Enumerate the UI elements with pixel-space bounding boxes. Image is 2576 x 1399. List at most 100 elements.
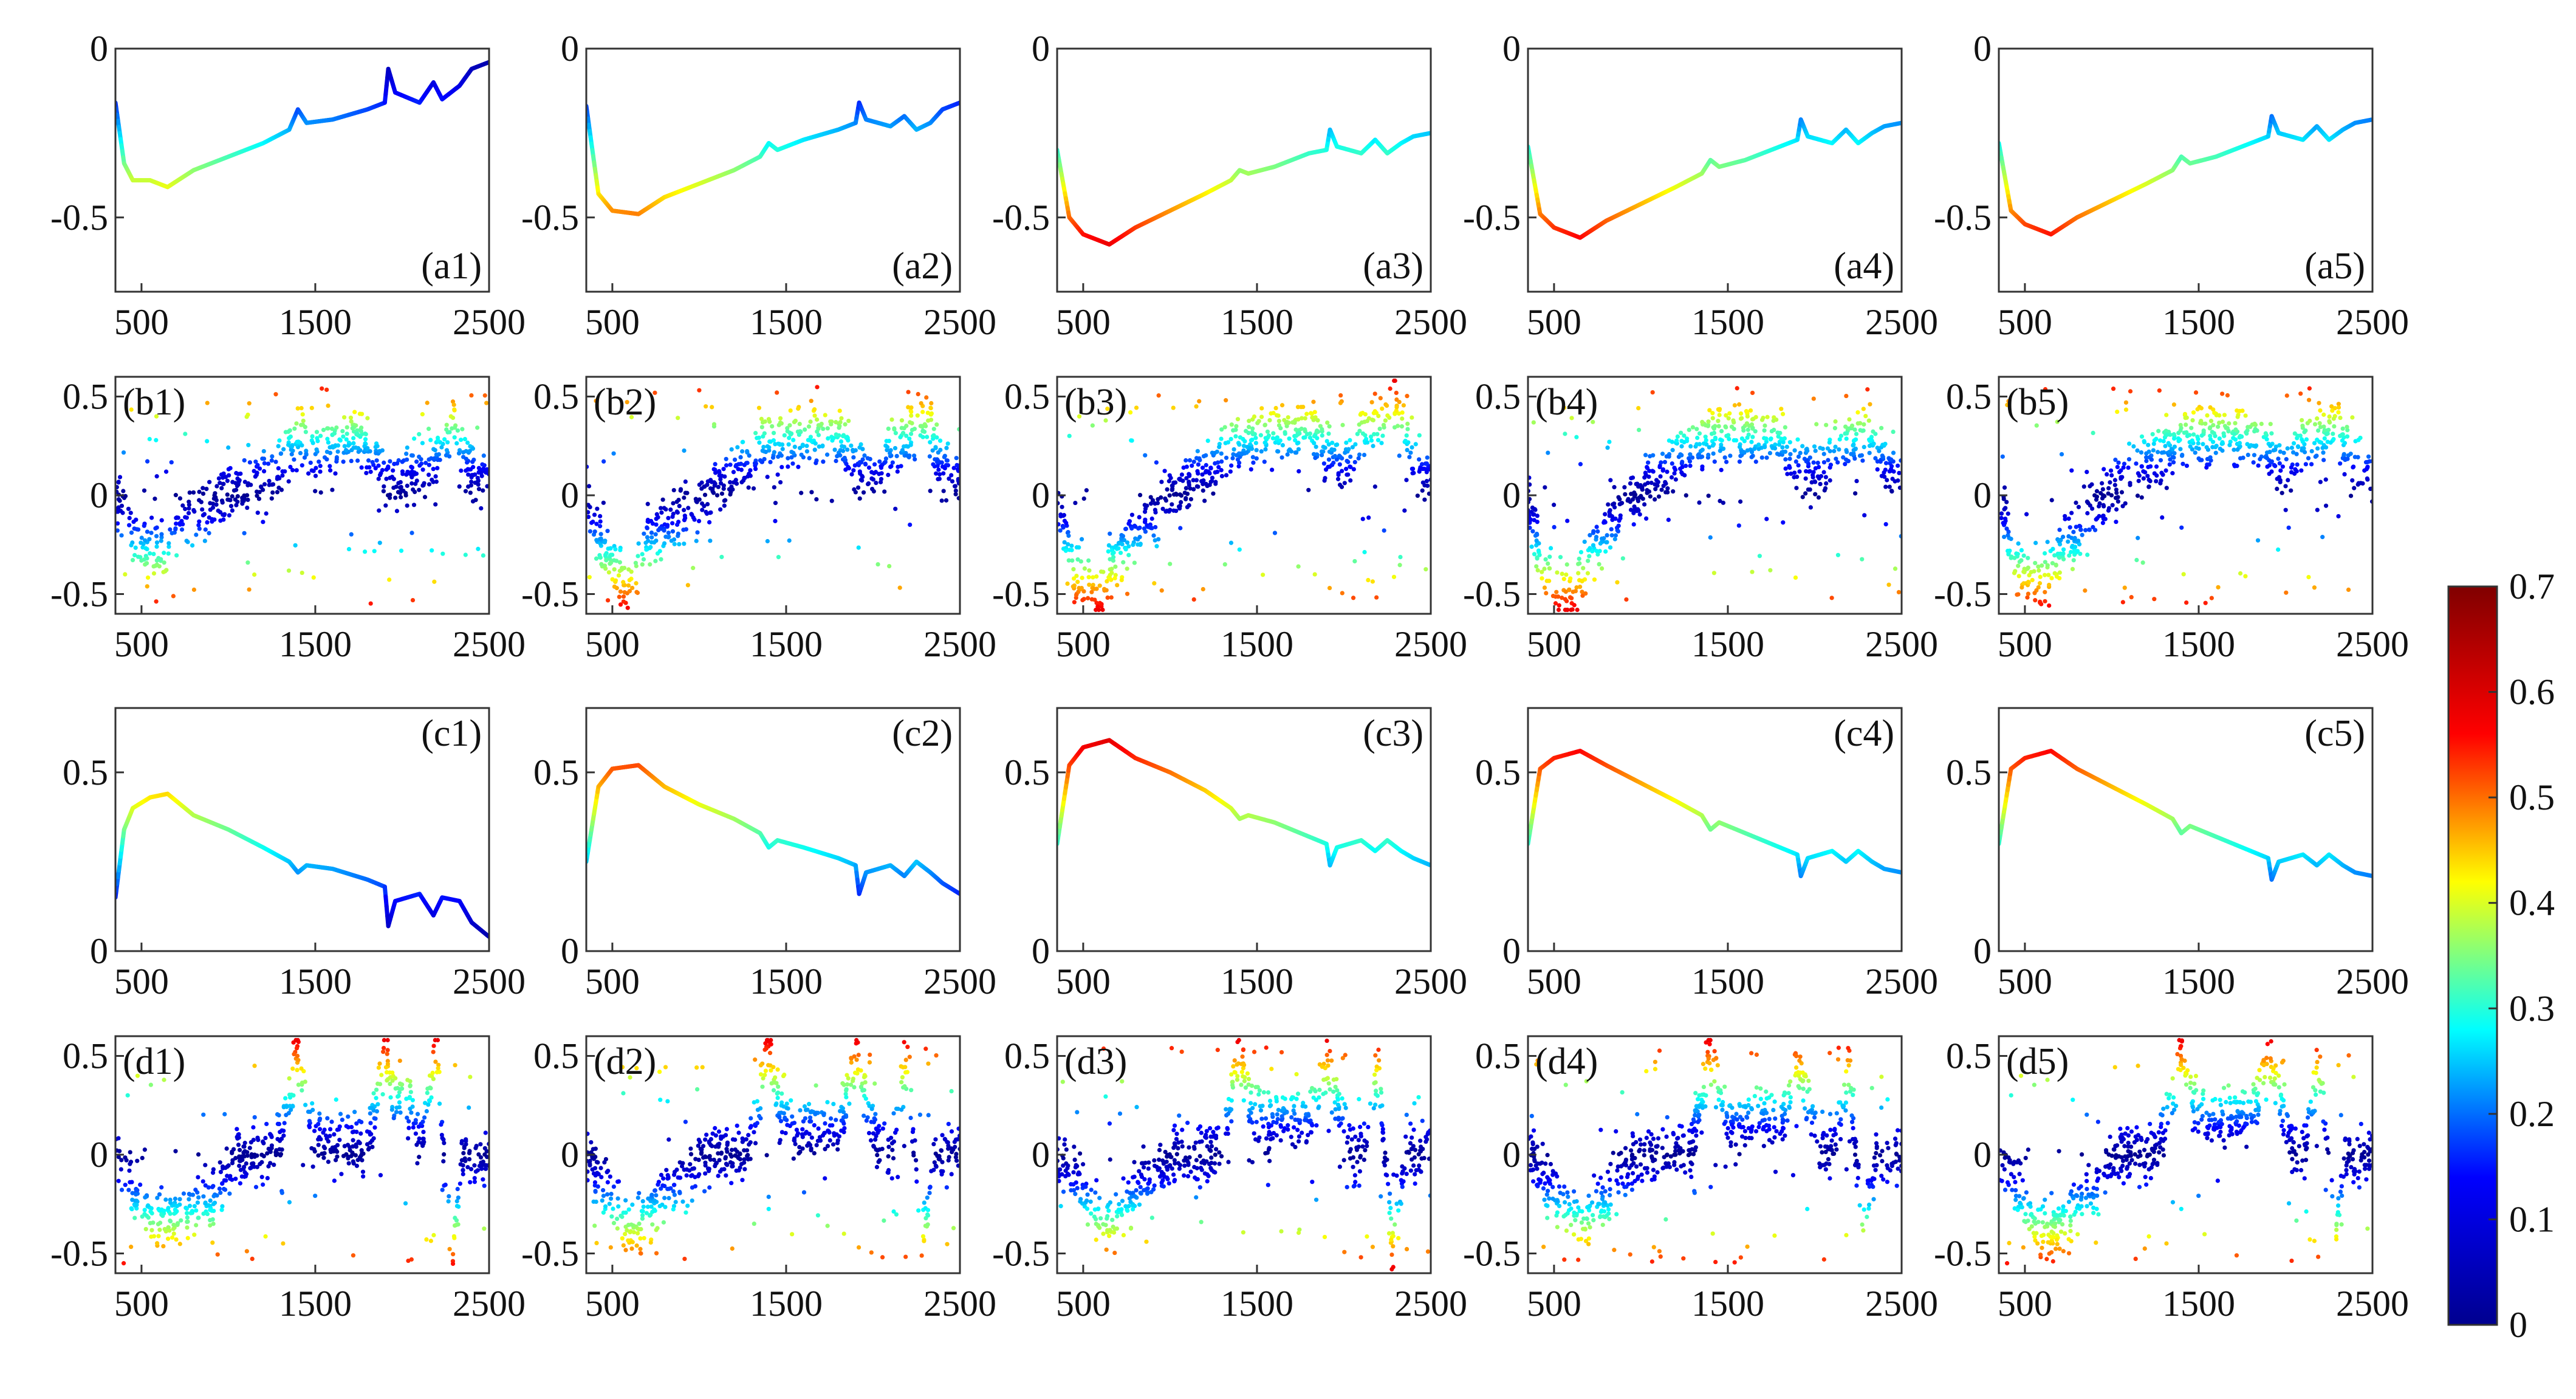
scatter-point	[1201, 454, 1207, 459]
scatter-point	[1362, 549, 1367, 555]
scatter-point	[657, 549, 662, 554]
scatter-point	[756, 435, 761, 440]
y-tick-label: -0.5	[992, 198, 1050, 238]
scatter-point	[592, 529, 597, 534]
scatter-point	[653, 532, 658, 537]
scatter-point	[1677, 466, 1683, 471]
scatter-point	[838, 439, 844, 444]
scatter-point	[1073, 500, 1078, 506]
scatter-point	[843, 467, 848, 472]
scatter-point	[1724, 459, 1729, 464]
scatter-point	[1201, 586, 1205, 592]
scatter-point	[945, 441, 950, 446]
scatter-point	[1879, 473, 1884, 478]
scatter-point	[387, 495, 392, 500]
scatter-point	[697, 483, 702, 487]
scatter-point	[1880, 455, 1885, 459]
scatter-point	[1419, 462, 1425, 467]
scatter-point	[1564, 607, 1569, 613]
scatter-point	[342, 415, 347, 420]
scatter-point	[444, 453, 449, 458]
scatter-point	[1089, 590, 1094, 594]
scatter-point	[116, 480, 121, 485]
scatter-point	[1591, 529, 1596, 534]
scatter-point	[1413, 442, 1418, 447]
panel-a1: 500 1500 2500-0.50(a1)	[50, 29, 526, 342]
scatter-point	[1700, 419, 1705, 424]
scatter-point	[1883, 484, 1888, 489]
scatter-point	[815, 385, 820, 390]
plot-area-b3	[1057, 378, 1431, 613]
scatter-point	[261, 487, 265, 492]
scatter-point	[682, 495, 687, 500]
scatter-point	[1109, 595, 1114, 600]
scatter-point	[1849, 423, 1855, 428]
scatter-point	[1262, 440, 1268, 445]
scatter-point	[779, 453, 784, 458]
scatter-point	[1194, 456, 1199, 461]
scatter-point	[1315, 418, 1320, 423]
scatter-point	[1399, 424, 1404, 429]
scatter-point	[682, 541, 687, 546]
scatter-point	[1179, 500, 1184, 505]
scatter-point	[1750, 569, 1755, 574]
scatter-point	[1365, 419, 1370, 424]
scatter-point	[1315, 436, 1320, 441]
scatter-point	[682, 507, 687, 512]
scatter-point	[1821, 452, 1826, 456]
scatter-point	[879, 476, 884, 481]
scatter-point	[270, 482, 275, 487]
scatter-point	[1314, 452, 1319, 457]
scatter-point	[168, 527, 173, 532]
scatter-point	[1143, 529, 1148, 534]
scatter-point	[598, 514, 603, 518]
scatter-point	[374, 451, 379, 456]
scatter-point	[426, 482, 432, 487]
scatter-point	[1080, 576, 1084, 580]
scatter-point	[711, 490, 716, 495]
scatter-point	[1219, 436, 1224, 441]
scatter-point	[159, 532, 164, 537]
scatter-point	[409, 481, 414, 486]
scatter-point	[1329, 447, 1334, 452]
scatter-point	[1125, 540, 1130, 545]
scatter-point	[1321, 461, 1326, 466]
scatter-point	[640, 552, 645, 557]
scatter-point	[1163, 498, 1169, 503]
scatter-point	[123, 572, 128, 577]
scatter-point	[1094, 607, 1098, 613]
scatter-point	[170, 531, 174, 535]
scatter-point	[1671, 489, 1676, 494]
scatter-point	[1259, 449, 1264, 454]
scatter-point	[1254, 448, 1259, 453]
scatter-point	[1380, 406, 1385, 411]
x-tick-label: 1500	[1691, 302, 1764, 342]
scatter-point	[1274, 413, 1279, 418]
scatter-point	[1701, 441, 1707, 446]
scatter-point	[436, 438, 440, 442]
scatter-point	[1154, 544, 1159, 549]
x-tick-label: 2500	[1394, 624, 1467, 664]
scatter-point	[376, 476, 381, 481]
scatter-point	[1546, 561, 1550, 566]
scatter-point	[862, 453, 867, 458]
scatter-point	[1569, 416, 1574, 421]
scatter-point	[1615, 580, 1620, 585]
panel-label: (b1)	[123, 382, 185, 423]
scatter-point	[804, 449, 809, 454]
scatter-point	[1666, 517, 1671, 522]
scatter-point	[1271, 431, 1276, 436]
scatter-point	[145, 529, 150, 534]
scatter-point	[277, 438, 282, 443]
scatter-point	[1283, 431, 1287, 436]
scatter-point	[696, 518, 702, 524]
scatter-point	[718, 507, 723, 512]
scatter-point	[1680, 459, 1685, 464]
scatter-point	[757, 440, 762, 445]
scatter-point	[253, 459, 258, 464]
scatter-point	[928, 418, 934, 422]
scatter-point	[1887, 484, 1892, 489]
scatter-point	[1578, 585, 1583, 590]
scatter-point	[748, 468, 753, 473]
